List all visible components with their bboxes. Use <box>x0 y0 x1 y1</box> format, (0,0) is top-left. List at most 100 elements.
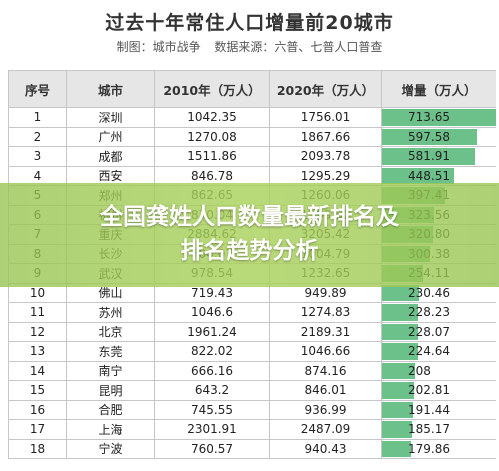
increment-bar <box>382 401 413 418</box>
rank-cell: 18 <box>8 438 67 459</box>
rank-cell: 14 <box>8 360 67 381</box>
pop-2010-cell: 745.55 <box>154 399 270 420</box>
column-header-0: 序号 <box>8 70 67 108</box>
increment-cell: 581.91 <box>381 146 496 167</box>
table-row: 14 南宁 666.16 874.16 208 <box>8 360 496 381</box>
pop-2010-cell: 822.02 <box>154 341 270 362</box>
increment-bar <box>382 323 419 340</box>
table-row: 4 西安 846.78 1295.29 448.51 <box>8 165 496 186</box>
pop-2010-cell: 760.57 <box>154 438 270 459</box>
increment-value: 202.81 <box>408 383 450 398</box>
pop-2020-cell: 846.01 <box>269 380 382 401</box>
pop-2020-cell: 2093.78 <box>269 146 382 167</box>
table-row: 2 广州 1270.08 1867.66 597.58 <box>8 126 496 147</box>
table-row: 11 苏州 1046.6 1274.83 228.23 <box>8 302 496 323</box>
city-cell: 广州 <box>66 126 155 147</box>
pop-2020-cell: 1046.66 <box>269 341 382 362</box>
city-cell: 上海 <box>66 419 155 440</box>
pop-2010-cell: 2301.91 <box>154 419 270 440</box>
increment-cell: 202.81 <box>381 380 496 401</box>
increment-bar <box>382 304 419 321</box>
pop-2020-cell: 1756.01 <box>269 107 382 128</box>
table-row: 12 北京 1961.24 2189.31 228.07 <box>8 321 496 342</box>
rank-cell: 3 <box>8 146 67 167</box>
increment-value: 448.51 <box>408 168 450 183</box>
increment-value: 228.07 <box>408 324 450 339</box>
table-row: 17 上海 2301.91 2487.09 185.17 <box>8 419 496 440</box>
increment-bar <box>382 109 496 126</box>
increment-value: 713.65 <box>408 110 450 125</box>
data-source-label: 数据来源：六普、七普人口普查 <box>214 40 383 54</box>
increment-value: 224.64 <box>408 344 450 359</box>
pop-2010-cell: 1046.6 <box>154 302 270 323</box>
increment-cell: 228.23 <box>381 302 496 323</box>
overlay-banner <box>0 183 499 287</box>
chart-title: 过去十年常住人口增量前20城市 <box>105 12 394 34</box>
table-row: 15 昆明 643.2 846.01 202.81 <box>8 380 496 401</box>
banner-text: 全国龚姓人口数量最新排名及 排名趋势分析 <box>0 200 499 268</box>
increment-value: 179.86 <box>408 441 450 456</box>
pop-2020-cell: 1867.66 <box>269 126 382 147</box>
city-cell: 佛山 <box>66 282 155 303</box>
banner-line-2: 排名趋势分析 <box>180 238 319 264</box>
pop-2020-cell: 2189.31 <box>269 321 382 342</box>
rank-cell: 16 <box>8 399 67 420</box>
increment-cell: 448.51 <box>381 165 496 186</box>
column-header-1: 城市 <box>66 70 155 108</box>
pop-2010-cell: 1270.08 <box>154 126 270 147</box>
increment-value: 208 <box>408 363 431 378</box>
city-cell: 成都 <box>66 146 155 167</box>
pop-2010-cell: 1961.24 <box>154 321 270 342</box>
increment-cell: 179.86 <box>381 438 496 459</box>
table-row: 13 东莞 822.02 1046.66 224.64 <box>8 341 496 362</box>
table-row: 16 合肥 745.55 936.99 191.44 <box>8 399 496 420</box>
rank-cell: 11 <box>8 302 67 323</box>
city-cell: 昆明 <box>66 380 155 401</box>
increment-bar <box>382 440 411 457</box>
increment-cell: 224.64 <box>381 341 496 362</box>
rank-cell: 13 <box>8 341 67 362</box>
increment-bar <box>382 284 419 301</box>
city-cell: 合肥 <box>66 399 155 420</box>
rank-cell: 1 <box>8 107 67 128</box>
city-cell: 深圳 <box>66 107 155 128</box>
table-row: 3 成都 1511.86 2093.78 581.91 <box>8 146 496 167</box>
increment-value: 191.44 <box>408 402 450 417</box>
rank-cell: 2 <box>8 126 67 147</box>
increment-cell: 713.65 <box>381 107 496 128</box>
city-cell: 东莞 <box>66 341 155 362</box>
pop-2020-cell: 874.16 <box>269 360 382 381</box>
increment-cell: 208 <box>381 360 496 381</box>
column-header-2: 2010年（万人） <box>154 70 270 108</box>
rank-cell: 15 <box>8 380 67 401</box>
rank-cell: 12 <box>8 321 67 342</box>
pop-2020-cell: 936.99 <box>269 399 382 420</box>
increment-bar <box>382 421 412 438</box>
city-cell: 北京 <box>66 321 155 342</box>
table-header: 序号 城市 2010年（万人） 2020年（万人） 增量（万人） <box>8 70 496 108</box>
increment-cell: 228.07 <box>381 321 496 342</box>
increment-cell: 185.17 <box>381 419 496 440</box>
pop-2020-cell: 2487.09 <box>269 419 382 440</box>
increment-value: 597.58 <box>408 129 450 144</box>
increment-cell: 191.44 <box>381 399 496 420</box>
city-cell: 苏州 <box>66 302 155 323</box>
column-header-4: 增量（万人） <box>381 70 496 108</box>
increment-value: 581.91 <box>408 149 450 164</box>
pop-2010-cell: 1042.35 <box>154 107 270 128</box>
header-row: 序号 城市 2010年（万人） 2020年（万人） 增量（万人） <box>8 70 496 108</box>
increment-bar <box>382 343 418 360</box>
city-cell: 宁波 <box>66 438 155 459</box>
city-cell: 南宁 <box>66 360 155 381</box>
column-header-3: 2020年（万人） <box>269 70 382 108</box>
chart-subtitle: 制图：城市战争 数据来源：六普、七普人口普查 <box>0 38 499 55</box>
made-by-label: 制图：城市战争 <box>116 40 201 54</box>
table-row: 1 深圳 1042.35 1756.01 713.65 <box>8 107 496 128</box>
increment-cell: 597.58 <box>381 126 496 147</box>
increment-bar <box>382 128 478 145</box>
increment-value: 185.17 <box>408 422 450 437</box>
increment-value: 230.46 <box>408 285 450 300</box>
pop-2010-cell: 666.16 <box>154 360 270 381</box>
increment-bar <box>382 382 415 399</box>
table-row: 18 宁波 760.57 940.43 179.86 <box>8 438 496 459</box>
